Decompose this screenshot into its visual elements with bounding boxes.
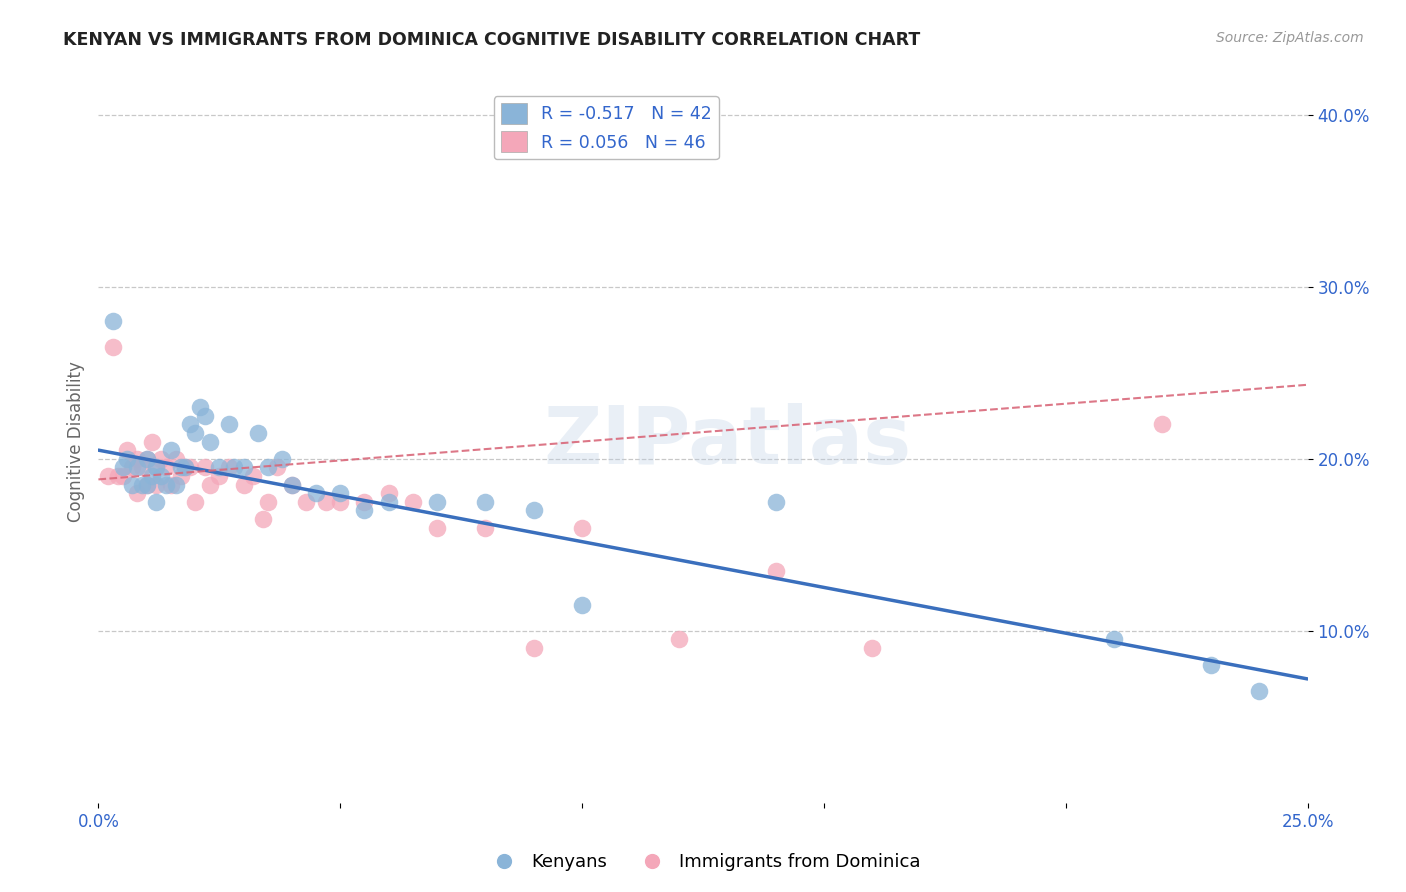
Point	[188, 400, 211, 414]
Legend: R = -0.517   N = 42, R = 0.056   N = 46: R = -0.517 N = 42, R = 0.056 N = 46	[494, 96, 718, 160]
Point	[155, 460, 177, 475]
Point	[198, 477, 221, 491]
Point	[474, 494, 496, 508]
Point	[184, 425, 207, 440]
Point	[247, 425, 270, 440]
Point	[668, 632, 690, 647]
Point	[242, 469, 264, 483]
Point	[184, 494, 207, 508]
Point	[765, 564, 787, 578]
Point	[135, 451, 157, 466]
Point	[765, 494, 787, 508]
Point	[315, 494, 337, 508]
Point	[117, 443, 139, 458]
Point	[426, 520, 449, 534]
Point	[281, 477, 304, 491]
Point	[145, 460, 167, 475]
Point	[305, 486, 328, 500]
Text: KENYAN VS IMMIGRANTS FROM DOMINICA COGNITIVE DISABILITY CORRELATION CHART: KENYAN VS IMMIGRANTS FROM DOMINICA COGNI…	[63, 31, 921, 49]
Y-axis label: Cognitive Disability: Cognitive Disability	[66, 361, 84, 522]
Point	[232, 460, 254, 475]
Point	[145, 494, 167, 508]
Point	[179, 417, 201, 432]
Point	[329, 486, 352, 500]
Point	[377, 486, 399, 500]
Point	[194, 460, 217, 475]
Point	[256, 460, 278, 475]
Point	[252, 512, 274, 526]
Point	[523, 503, 546, 517]
Point	[97, 469, 120, 483]
Point	[150, 469, 173, 483]
Point	[111, 469, 134, 483]
Point	[135, 477, 157, 491]
Point	[222, 460, 245, 475]
Point	[131, 460, 153, 475]
Point	[256, 494, 278, 508]
Point	[121, 460, 143, 475]
Point	[111, 460, 134, 475]
Point	[150, 451, 173, 466]
Point	[145, 460, 167, 475]
Point	[165, 477, 187, 491]
Text: Source: ZipAtlas.com: Source: ZipAtlas.com	[1216, 31, 1364, 45]
Point	[127, 486, 149, 500]
Point	[141, 469, 163, 483]
Point	[131, 477, 153, 491]
Point	[271, 451, 294, 466]
Point	[135, 477, 157, 491]
Point	[107, 469, 129, 483]
Point	[174, 460, 197, 475]
Point	[174, 460, 197, 475]
Point	[232, 477, 254, 491]
Point	[101, 340, 124, 354]
Point	[426, 494, 449, 508]
Point	[141, 434, 163, 449]
Point	[1249, 684, 1271, 698]
Point	[169, 460, 191, 475]
Point	[169, 469, 191, 483]
Point	[353, 494, 375, 508]
Point	[135, 451, 157, 466]
Point	[523, 640, 546, 655]
Point	[353, 503, 375, 517]
Text: ZIPatlas: ZIPatlas	[543, 402, 911, 481]
Point	[208, 460, 231, 475]
Point	[402, 494, 425, 508]
Point	[208, 469, 231, 483]
Point	[377, 494, 399, 508]
Legend: Kenyans, Immigrants from Dominica: Kenyans, Immigrants from Dominica	[478, 847, 928, 879]
Point	[218, 417, 240, 432]
Point	[266, 460, 288, 475]
Point	[218, 460, 240, 475]
Point	[160, 477, 183, 491]
Point	[117, 451, 139, 466]
Point	[127, 460, 149, 475]
Point	[155, 477, 177, 491]
Point	[571, 598, 593, 612]
Point	[121, 477, 143, 491]
Point	[474, 520, 496, 534]
Point	[194, 409, 217, 423]
Point	[145, 477, 167, 491]
Point	[281, 477, 304, 491]
Point	[160, 443, 183, 458]
Point	[179, 460, 201, 475]
Point	[127, 451, 149, 466]
Point	[198, 434, 221, 449]
Point	[571, 520, 593, 534]
Point	[329, 494, 352, 508]
Point	[295, 494, 318, 508]
Point	[1199, 658, 1222, 673]
Point	[860, 640, 883, 655]
Point	[101, 314, 124, 328]
Point	[1152, 417, 1174, 432]
Point	[1102, 632, 1125, 647]
Point	[165, 451, 187, 466]
